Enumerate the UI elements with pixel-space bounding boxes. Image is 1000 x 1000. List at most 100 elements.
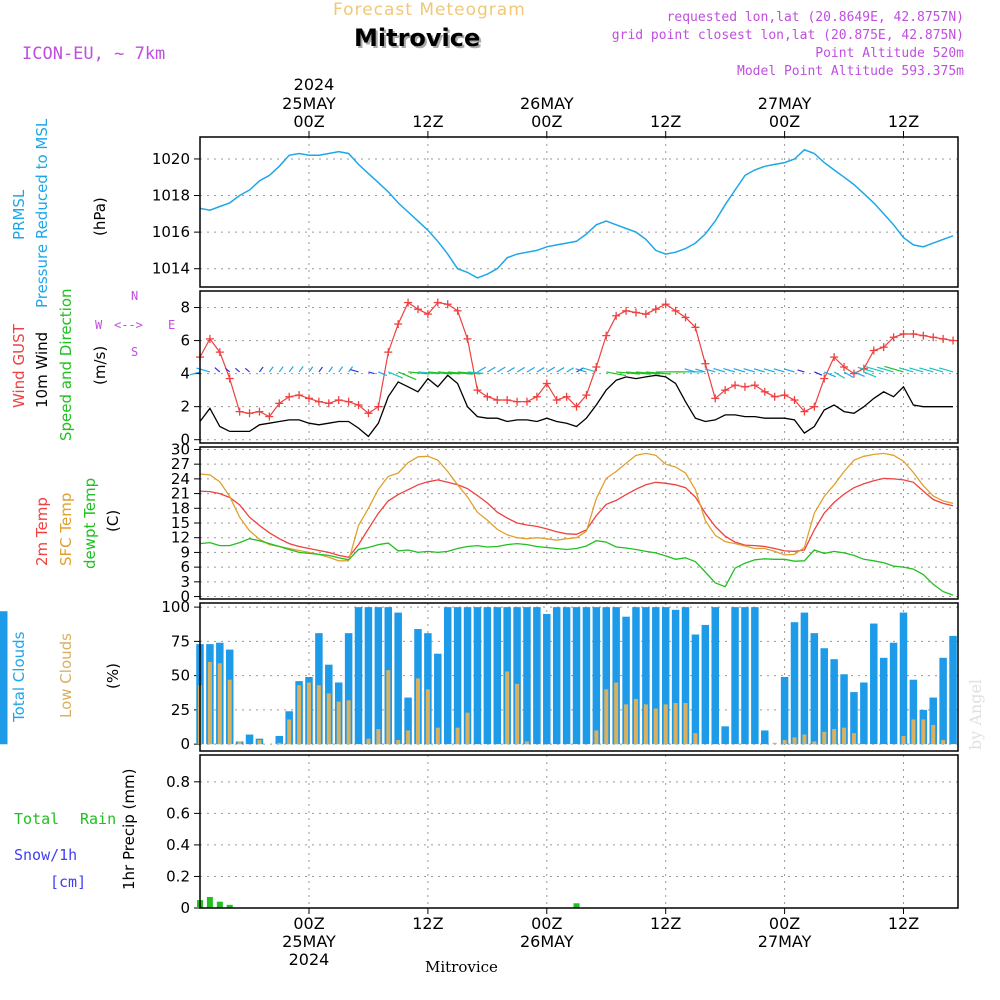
wind-direction-arrow	[427, 371, 453, 375]
wind-direction-arrow	[536, 367, 545, 373]
top-time-label: 12Z	[412, 112, 443, 131]
total-cloud-bar	[761, 730, 769, 745]
total-cloud-bar	[275, 735, 284, 745]
wind-direction-arrow	[328, 366, 334, 373]
wind-direction-arrow	[723, 368, 736, 373]
location-title: Mitrovice	[354, 24, 481, 52]
low-cloud-bar	[941, 740, 946, 745]
y-tick-label: 1018	[152, 187, 190, 205]
gust-marker	[612, 311, 621, 320]
bottom-time-label: 12Z	[888, 914, 919, 933]
wind-direction-arrow	[318, 366, 323, 373]
bottom-date-label: 25MAY	[282, 932, 336, 951]
bottom-time-label: 12Z	[412, 914, 443, 933]
gust-marker	[483, 392, 492, 401]
y-tick-label: 75	[171, 632, 190, 650]
bottom-time-label: 00Z	[293, 914, 324, 933]
gust-marker	[394, 320, 403, 329]
total-cloud-bar	[354, 607, 363, 745]
gust-marker	[453, 306, 462, 315]
point-altitude: Point Altitude 520m	[815, 46, 964, 61]
gust-marker	[205, 334, 214, 343]
low-cloud-bar	[435, 727, 440, 745]
total-cloud-bar	[493, 607, 502, 745]
gust-marker	[473, 386, 482, 395]
gust-marker	[275, 399, 284, 408]
total-cloud-bar	[899, 612, 908, 745]
wind-direction-arrow	[506, 367, 515, 373]
gust-marker	[265, 412, 274, 421]
gust-marker	[790, 396, 799, 405]
gust-marker	[810, 402, 819, 411]
gust-marker	[631, 308, 640, 317]
gust-marker	[562, 392, 571, 401]
wind-direction-arrow	[929, 367, 944, 373]
wind-direction-arrow	[884, 365, 904, 373]
bottom-time-label: 00Z	[531, 914, 562, 933]
low-cloud-bar	[396, 740, 401, 745]
gust-marker	[929, 333, 938, 342]
y-tick-label: 0	[180, 735, 190, 753]
low-cloud-bar	[415, 678, 420, 745]
wind-direction-arrow	[196, 367, 211, 373]
top-time-label: 12Z	[888, 112, 919, 131]
wind-direction-arrow	[857, 366, 874, 373]
low-cloud-bar	[227, 679, 232, 745]
total-cloud-bar	[870, 623, 878, 745]
low-cloud-bar	[297, 685, 302, 745]
gust-marker	[493, 396, 502, 405]
gust-marker	[701, 359, 710, 368]
low-cloud-bar	[792, 737, 797, 745]
total-cloud-bar	[434, 653, 442, 745]
wind-direction-arrow	[234, 367, 241, 373]
gust-marker	[840, 363, 849, 371]
low-cloud-bar	[842, 727, 847, 745]
total-cloud-bar	[404, 697, 412, 745]
total-cloud-bar	[701, 624, 710, 745]
total-cloud-bar	[860, 682, 868, 745]
wind-direction-arrow	[338, 366, 344, 373]
top-year: 2024	[293, 75, 335, 94]
low-cloud-bar	[772, 742, 777, 745]
wind-direction-arrow	[308, 366, 314, 373]
top-date-label: 26MAY	[520, 94, 574, 113]
wind-direction-arrow	[814, 371, 823, 376]
wind-direction-arrow	[477, 366, 487, 373]
wind-direction-arrow	[773, 368, 785, 373]
wind-direction-arrow	[733, 368, 746, 373]
total-cloud-bar	[572, 607, 581, 745]
precip-total-label: Total	[14, 810, 60, 828]
y-tick-label: 27	[171, 455, 190, 473]
total-cloud-bar	[453, 607, 462, 745]
gust-marker	[522, 397, 531, 406]
bottom-date-label: 27MAY	[758, 932, 812, 951]
wind-direction-arrow	[939, 367, 954, 373]
wind-direction-arrow	[704, 368, 716, 373]
gust-marker	[721, 386, 730, 395]
gust-marker	[622, 306, 631, 315]
wind-direction-arrow	[853, 371, 865, 378]
wind-direction-arrow	[388, 371, 404, 379]
gust-marker	[354, 401, 363, 409]
low-cloud-bar	[911, 719, 916, 745]
gust-marker	[463, 334, 472, 343]
gust-marker	[334, 396, 343, 405]
gust-marker	[423, 310, 432, 319]
gust-marker	[413, 305, 422, 314]
wind-direction-arrow	[278, 366, 284, 373]
total-cloud-bar	[731, 607, 739, 745]
total-cloud-bar	[751, 607, 759, 745]
low-cloud-bar	[346, 700, 351, 745]
wind-direction-arrow	[575, 368, 587, 373]
gust-marker	[572, 402, 581, 411]
y-tick-label: 0	[180, 588, 190, 606]
total-cloud-bar	[691, 634, 700, 745]
low-cloud-bar	[505, 671, 510, 745]
gust-marker	[780, 391, 789, 400]
low-cloud-bar	[832, 729, 837, 745]
wind-direction-arrow	[919, 367, 934, 373]
wind-direction-arrow	[843, 371, 854, 379]
model-altitude: Model Point Altitude 593.375m	[737, 64, 964, 79]
y-tick-label: 24	[171, 470, 190, 488]
wind-direction-arrow	[225, 367, 231, 373]
